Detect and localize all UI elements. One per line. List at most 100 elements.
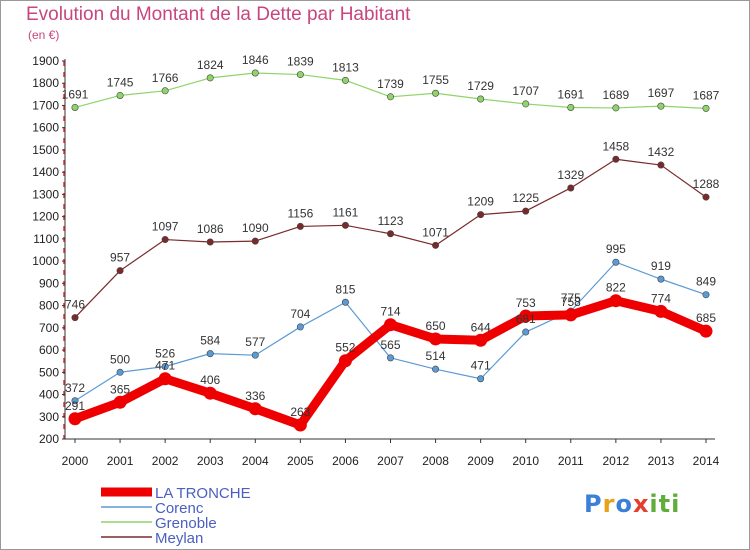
x-tick-label: 2006 [332, 454, 359, 468]
y-tick-label: 1300 [32, 187, 59, 201]
x-tick-label: 2002 [152, 454, 179, 468]
data-point [657, 161, 665, 169]
x-tick-label: 2010 [512, 454, 539, 468]
data-label: 849 [696, 275, 716, 289]
data-label: 704 [290, 307, 310, 321]
data-label: 1329 [557, 168, 584, 182]
data-point [341, 76, 349, 84]
data-point [251, 351, 259, 359]
data-point [296, 222, 304, 230]
data-point [612, 104, 620, 112]
data-point [657, 275, 665, 283]
y-tick-label: 1000 [32, 254, 59, 268]
data-point [251, 69, 259, 77]
data-label: 822 [606, 281, 626, 295]
x-tick-label: 2009 [467, 454, 494, 468]
data-label: 365 [110, 382, 130, 396]
unit-label: (en €) [28, 28, 60, 42]
data-point [296, 323, 304, 331]
data-label: 1729 [467, 79, 494, 93]
y-tick-label: 900 [39, 276, 59, 290]
data-label: 1766 [152, 71, 179, 85]
data-label: 577 [245, 335, 265, 349]
data-label: 336 [245, 389, 265, 403]
data-point [702, 193, 710, 201]
y-tick-label: 1500 [32, 143, 59, 157]
y-tick-label: 1900 [32, 54, 59, 68]
y-tick-label: 1800 [32, 76, 59, 90]
data-point [161, 236, 169, 244]
y-tick-label: 500 [39, 365, 59, 379]
data-point [474, 333, 488, 347]
data-point [203, 386, 217, 400]
data-label: 1707 [512, 84, 539, 98]
data-point [609, 294, 623, 308]
data-point [116, 91, 124, 99]
y-tick-label: 200 [39, 432, 59, 446]
data-point [612, 155, 620, 163]
data-label: 514 [426, 349, 446, 363]
data-label: 995 [606, 242, 626, 256]
data-label: 1691 [62, 87, 89, 101]
x-tick-label: 2008 [422, 454, 449, 468]
data-label: 291 [65, 399, 85, 413]
data-point [702, 104, 710, 112]
x-tick-label: 2012 [603, 454, 630, 468]
data-point [432, 365, 440, 373]
x-tick-label: 2000 [62, 454, 89, 468]
data-point [341, 298, 349, 306]
data-point [71, 397, 79, 405]
data-label: 1755 [422, 73, 449, 87]
y-tick-label: 600 [39, 343, 59, 357]
data-label: 1458 [603, 139, 630, 153]
y-tick-label: 1700 [32, 98, 59, 112]
data-label: 919 [651, 259, 671, 273]
legend-label: Corenc [155, 500, 204, 517]
data-label: 1225 [512, 191, 539, 205]
data-point [68, 412, 82, 426]
data-point [702, 291, 710, 299]
y-tick-label: 700 [39, 321, 59, 335]
x-tick-label: 2003 [197, 454, 224, 468]
data-point [657, 102, 665, 110]
data-point [206, 350, 214, 358]
data-point [699, 324, 713, 338]
data-label: 681 [516, 312, 536, 326]
data-label: 471 [155, 359, 175, 373]
data-label: 1846 [242, 53, 269, 67]
data-label: 372 [65, 381, 85, 395]
data-point [206, 74, 214, 82]
y-tick-label: 1200 [32, 210, 59, 224]
y-tick-label: 400 [39, 388, 59, 402]
data-point [522, 207, 530, 215]
data-point [158, 372, 172, 386]
data-label: 1432 [648, 145, 675, 159]
data-label: 1161 [333, 205, 359, 219]
data-label: 1824 [197, 58, 224, 72]
data-label: 1813 [332, 60, 359, 74]
y-tick-label: 1600 [32, 121, 59, 135]
data-label: 957 [110, 251, 130, 265]
data-point [477, 95, 485, 103]
x-tick-label: 2007 [377, 454, 404, 468]
legend-label: LA TRONCHE [155, 485, 251, 502]
data-label: 406 [200, 373, 220, 387]
data-label: 1209 [467, 195, 494, 209]
x-tick-label: 2001 [107, 454, 134, 468]
data-point [519, 309, 533, 323]
data-point [386, 93, 394, 101]
data-label: 500 [110, 352, 130, 366]
data-point [116, 267, 124, 275]
data-label: 1071 [422, 225, 449, 239]
data-label: 1288 [693, 177, 720, 191]
data-point [564, 308, 578, 322]
data-point [71, 314, 79, 322]
data-point [341, 221, 349, 229]
data-label: 815 [335, 282, 355, 296]
data-label: 1697 [648, 86, 675, 100]
data-label: 565 [380, 338, 400, 352]
y-tick-label: 800 [39, 299, 59, 313]
data-label: 774 [651, 291, 671, 305]
data-label: 685 [696, 311, 716, 325]
